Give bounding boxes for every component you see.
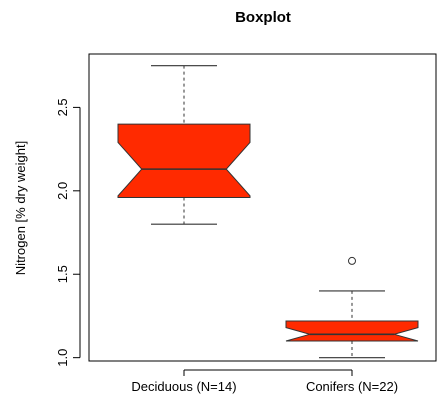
y-axis: 1.0 1.5 2.0 2.5 [55, 98, 81, 367]
chart-title: Boxplot [235, 9, 291, 26]
y-axis-label: Nitrogen [% dry weight] [13, 141, 28, 275]
y-tick-label: 1.0 [55, 349, 70, 367]
x-axis: Deciduous (N=14) Conifers (N=22) [131, 369, 398, 394]
y-tick-label: 2.5 [55, 98, 70, 116]
box-body [285, 320, 419, 342]
x-tick-label: Deciduous (N=14) [131, 379, 236, 394]
box-body [117, 123, 251, 198]
plot-frame [88, 53, 437, 362]
box-group [117, 65, 419, 359]
y-tick-label: 2.0 [55, 182, 70, 200]
outlier-point [348, 256, 356, 265]
y-tick-label: 1.5 [55, 265, 70, 283]
x-tick-label: Conifers (N=22) [306, 379, 398, 394]
